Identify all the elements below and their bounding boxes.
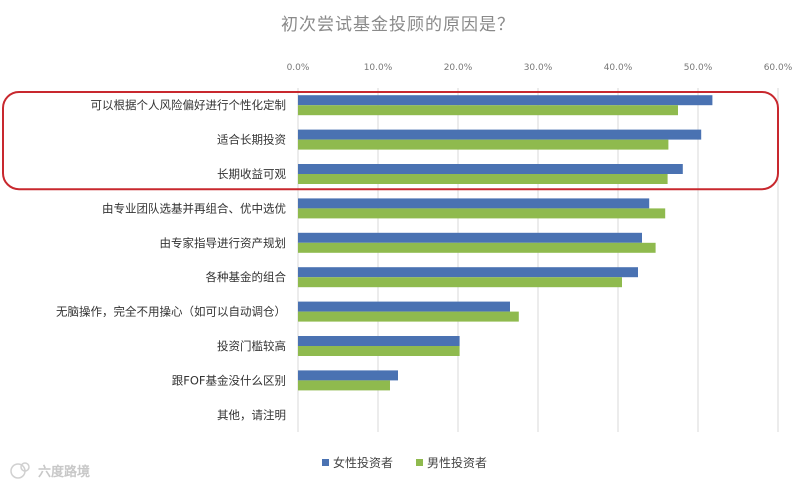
category-label: 由专业团队选基并再组合、优中选优 bbox=[102, 201, 286, 215]
bars bbox=[298, 95, 713, 391]
watermark: 六度路境 bbox=[10, 462, 90, 480]
bar-female bbox=[298, 164, 683, 174]
bar-female bbox=[298, 95, 713, 106]
legend-label: 女性投资者 bbox=[333, 455, 393, 470]
watermark-text: 六度路境 bbox=[38, 464, 90, 480]
category-label: 无脑操作，完全不用操心（如可以自动调仓） bbox=[56, 305, 286, 319]
watermark-logo-icon bbox=[10, 462, 30, 479]
x-tick-label: 50.0% bbox=[684, 63, 713, 73]
category-label: 其他，请注明 bbox=[217, 408, 286, 422]
legend-label: 男性投资者 bbox=[427, 455, 487, 470]
category-labels: 可以根据个人风险偏好进行个性化定制适合长期投资长期收益可观由专业团队选基并再组合… bbox=[56, 98, 286, 422]
bar-male bbox=[298, 242, 656, 253]
bar-male bbox=[298, 174, 668, 184]
x-axis-tick-labels: 0.0% 10.0% 20.0% 30.0% 40.0% 50.0% 60.0% bbox=[287, 63, 793, 73]
bar-female bbox=[298, 198, 650, 209]
category-label: 投资门槛较高 bbox=[217, 339, 286, 353]
bar-female bbox=[298, 267, 638, 278]
bar-male bbox=[298, 380, 390, 391]
bar-female bbox=[298, 129, 702, 140]
chart-title: 初次尝试基金投顾的原因是？ bbox=[281, 15, 515, 35]
x-tick-label: 60.0% bbox=[764, 63, 793, 73]
bar-male bbox=[298, 105, 678, 116]
highlight-box bbox=[2, 91, 779, 191]
bar-male bbox=[298, 311, 519, 322]
bar-male bbox=[298, 277, 622, 288]
x-tick-label: 30.0% bbox=[524, 63, 553, 73]
x-tick-label: 0.0% bbox=[287, 63, 310, 73]
legend-swatch bbox=[322, 459, 329, 466]
x-tick-label: 20.0% bbox=[444, 63, 473, 73]
bar-male bbox=[298, 139, 669, 150]
category-label: 由专家指导进行资产规划 bbox=[160, 236, 287, 250]
category-label: 跟FOF基金没什么区别 bbox=[172, 373, 286, 387]
x-tick-label: 40.0% bbox=[604, 63, 633, 73]
highlight-rect bbox=[2, 91, 779, 191]
bar-female bbox=[298, 370, 398, 381]
bar-female bbox=[298, 232, 642, 243]
legend-swatch bbox=[416, 459, 423, 466]
category-label: 各种基金的组合 bbox=[206, 270, 287, 284]
category-label: 长期收益可观 bbox=[217, 167, 286, 181]
bar-female bbox=[298, 336, 460, 346]
category-label: 适合长期投资 bbox=[217, 133, 286, 147]
bar-female bbox=[298, 301, 510, 312]
category-label: 可以根据个人风险偏好进行个性化定制 bbox=[91, 98, 287, 112]
legend: 女性投资者 男性投资者 bbox=[322, 455, 487, 470]
bar-male bbox=[298, 346, 460, 356]
x-tick-label: 10.0% bbox=[364, 63, 393, 73]
bar-male bbox=[298, 208, 666, 219]
